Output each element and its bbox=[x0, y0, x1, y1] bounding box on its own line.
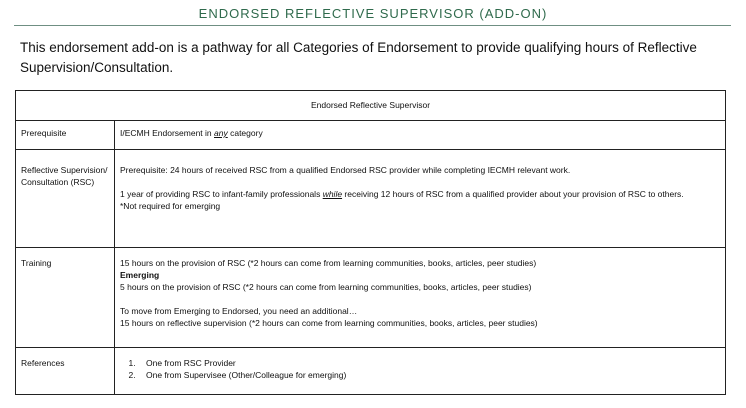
training-line: 5 hours on the provision of RSC (*2 hour… bbox=[120, 282, 532, 292]
rsc-text: Prerequisite: 24 hours of received RSC f… bbox=[114, 149, 726, 248]
training-line: 15 hours on the provision of RSC (*2 hou… bbox=[120, 258, 537, 268]
rsc-line: Prerequisite: 24 hours of received RSC f… bbox=[120, 165, 571, 175]
list-item: One from Supervisee (Other/Colleague for… bbox=[138, 369, 720, 381]
text: receiving 12 hours of RSC from a qualifi… bbox=[342, 189, 684, 199]
references-list-cell: One from RSC Provider One from Supervise… bbox=[114, 347, 726, 395]
row-label-rsc: Reflective Supervision/ Consultation (RS… bbox=[15, 149, 115, 248]
page-title: ENDORSED REFLECTIVE SUPERVISOR (ADD-ON) bbox=[198, 6, 548, 21]
row-label-prerequisite: Prerequisite bbox=[15, 120, 115, 150]
intro-paragraph: This endorsement add-on is a pathway for… bbox=[20, 40, 697, 75]
text: 1 year of providing RSC to infant-family… bbox=[120, 189, 323, 199]
training-text: 15 hours on the provision of RSC (*2 hou… bbox=[114, 247, 726, 348]
emerging-heading: Emerging bbox=[120, 270, 160, 280]
references-list: One from RSC Provider One from Supervise… bbox=[120, 357, 720, 381]
row-label-training: Training bbox=[15, 247, 115, 348]
table-row: Reflective Supervision/ Consultation (RS… bbox=[15, 149, 726, 248]
endorsement-table: Endorsed Reflective Supervisor Prerequis… bbox=[15, 90, 726, 395]
table-row: References One from RSC Provider One fro… bbox=[15, 347, 726, 395]
text: I/ECMH Endorsement in bbox=[120, 128, 215, 138]
emphasis-text: while bbox=[322, 189, 343, 199]
prerequisite-text: I/ECMH Endorsement in any category bbox=[114, 120, 726, 150]
table-header: Endorsed Reflective Supervisor bbox=[15, 90, 726, 121]
table-row: Training 15 hours on the provision of RS… bbox=[15, 247, 726, 348]
text: category bbox=[227, 128, 263, 138]
rsc-line: 1 year of providing RSC to infant-family… bbox=[120, 188, 720, 200]
table-row: Prerequisite I/ECMH Endorsement in any c… bbox=[15, 120, 726, 150]
list-item: One from RSC Provider bbox=[138, 357, 720, 369]
rsc-note: *Not required for emerging bbox=[120, 201, 221, 211]
row-label-references: References bbox=[15, 347, 115, 395]
emphasis-text: any bbox=[214, 128, 228, 138]
training-line: 15 hours on reflective supervision (*2 h… bbox=[120, 318, 538, 328]
training-line: To move from Emerging to Endorsed, you n… bbox=[120, 306, 358, 316]
table-header-row: Endorsed Reflective Supervisor bbox=[15, 90, 726, 121]
title-divider bbox=[14, 25, 731, 26]
